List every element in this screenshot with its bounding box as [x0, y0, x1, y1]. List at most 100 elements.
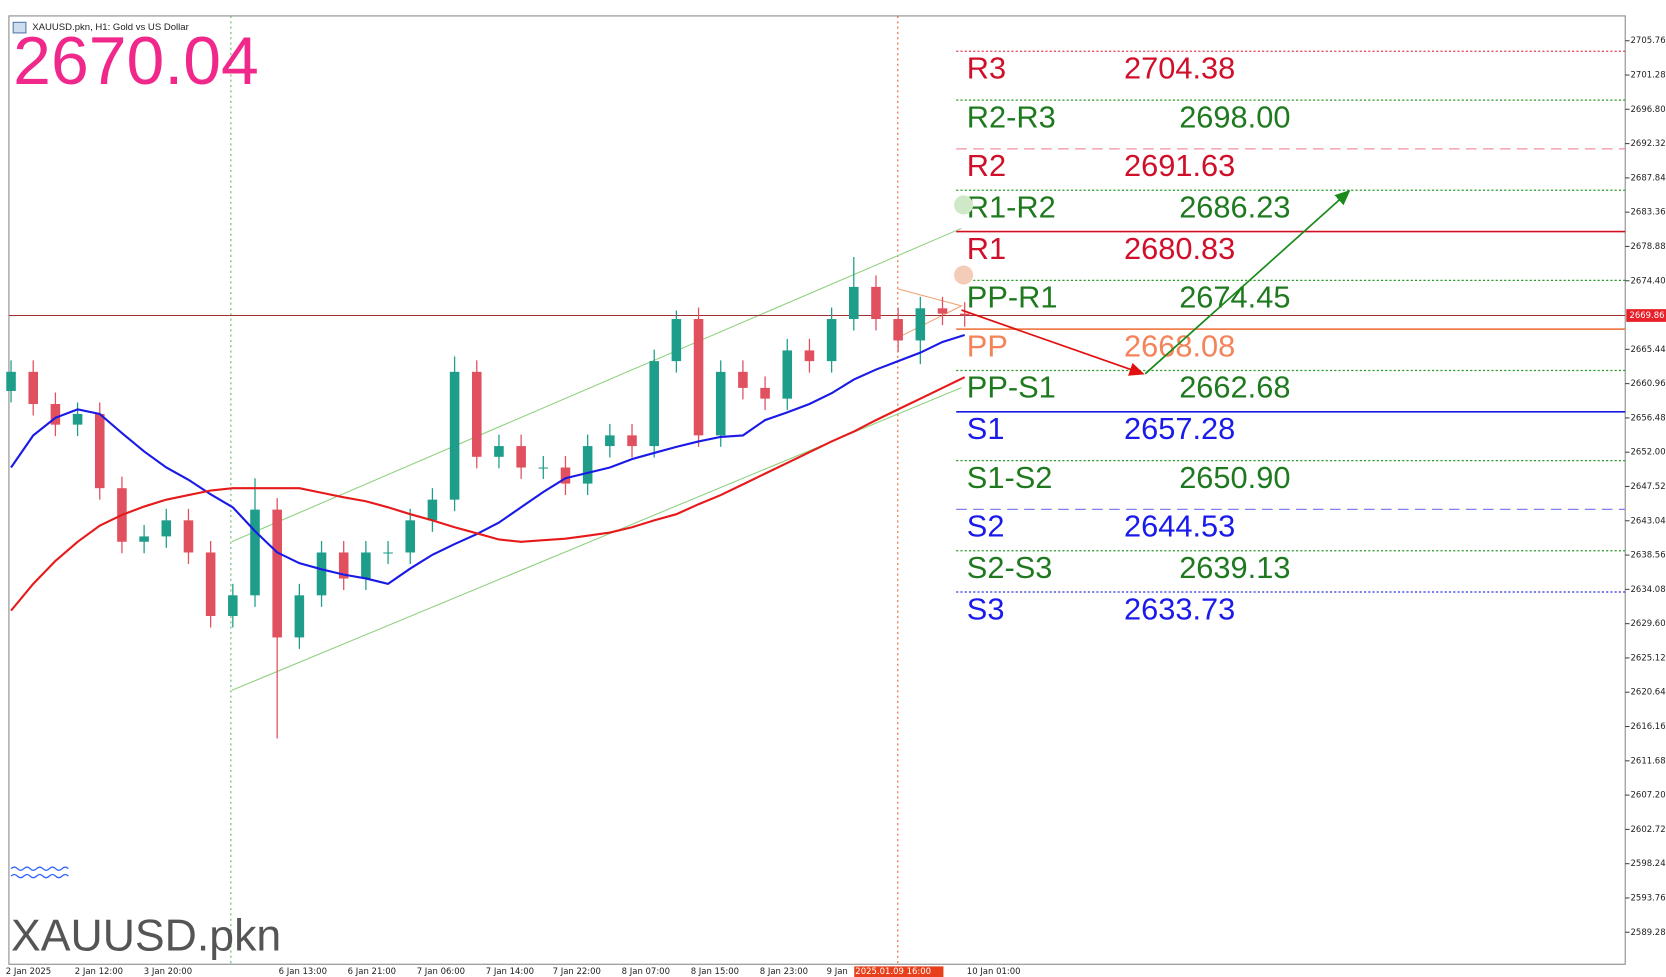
y-tick-label: 2598.24: [1631, 859, 1666, 869]
y-tick-label: 2656.48: [1631, 413, 1666, 423]
candle-body: [649, 361, 659, 447]
y-tick-label: 2705.76: [1631, 36, 1666, 46]
level-name: S2-S3: [967, 550, 1053, 585]
level-name: R3: [967, 51, 1006, 86]
level-value: 2650.90: [1179, 460, 1290, 495]
candle-body: [738, 371, 748, 388]
candle-body: [405, 520, 416, 553]
y-tick-label: 2629.60: [1631, 619, 1666, 629]
chart-title: XAUUSD.pkn, H1: Gold vs US Dollar: [32, 22, 189, 33]
y-tick-label: 2643.04: [1631, 516, 1666, 526]
y-tick-label: 2607.20: [1631, 791, 1666, 801]
price-display: 2670.04: [13, 23, 259, 99]
candles: [6, 257, 1626, 739]
candle-body: [250, 509, 260, 596]
level-name: PP-R1: [967, 280, 1058, 315]
channel-line: [231, 227, 962, 543]
plot-frame: [8, 15, 1626, 965]
level-value: 2644.53: [1124, 509, 1235, 544]
candle-body: [804, 350, 815, 362]
pivot-levels: R3 2704.38 R2-R3 2698.00 R2 2691.63 R1-R2 2686.…: [956, 51, 1626, 626]
y-tick-label: 2602.72: [1631, 825, 1666, 835]
candle-body: [893, 319, 903, 341]
y-tick-label: 2625.12: [1631, 653, 1666, 663]
y-tick-label: 2634.08: [1631, 585, 1666, 595]
candle-body: [715, 371, 726, 436]
candle-body: [915, 308, 926, 341]
candle-body: [782, 350, 793, 399]
x-tick-label: 10 Jan 01:00: [967, 967, 1021, 977]
symbol-label: XAUUSD.pkn: [11, 912, 281, 961]
x-tick-label: 2025.01.09 16:00: [855, 967, 931, 977]
x-tick-label: 6 Jan 21:00: [348, 967, 396, 977]
level-value: 2686.23: [1179, 189, 1290, 224]
x-tick-label: 2 Jan 2025: [6, 967, 51, 977]
y-tick-label: 2638.56: [1631, 551, 1666, 561]
plot-border: [8, 15, 1626, 965]
axes: 2705.76 2701.28 2696.80 2692.32 2687.84 2683.…: [6, 36, 1666, 977]
candle-body: [361, 552, 371, 579]
candle-body: [937, 308, 948, 314]
marker-icon: [954, 265, 974, 285]
current-price-label: 2669.86: [1629, 311, 1664, 321]
y-tick-label: 2696.80: [1631, 105, 1666, 115]
candle-body: [50, 403, 61, 425]
candle-body: [627, 435, 637, 447]
candle-body: [560, 467, 571, 484]
candle-body: [871, 286, 881, 320]
y-tick-label: 2589.28: [1631, 928, 1666, 938]
candle-body: [383, 552, 393, 554]
candle-body: [849, 286, 859, 320]
x-tick-label: 7 Jan 06:00: [417, 967, 465, 977]
candle-body: [316, 552, 327, 596]
level-name: S3: [967, 591, 1005, 626]
candle-body: [338, 552, 349, 579]
candle-body: [760, 387, 770, 399]
arrows: [961, 190, 1351, 376]
level-value: 2639.13: [1179, 550, 1290, 585]
candle-body: [139, 536, 149, 542]
candle-body: [582, 446, 593, 484]
y-tick-label: 2683.36: [1631, 208, 1666, 218]
x-tick-label: 8 Jan 23:00: [760, 967, 808, 977]
y-tick-label: 2687.84: [1631, 173, 1666, 183]
candle-body: [826, 319, 837, 362]
candle-body: [471, 371, 482, 457]
y-tick-label: 2616.16: [1631, 722, 1666, 732]
level-name: S1-S2: [967, 460, 1053, 495]
level-name: R2: [967, 148, 1006, 183]
candle-body: [161, 520, 172, 537]
candle-body: [183, 520, 194, 553]
level-value: 2657.28: [1124, 411, 1235, 446]
candle-body: [693, 319, 704, 436]
candle-body: [228, 595, 238, 617]
arrow-up: [1144, 190, 1351, 375]
x-tick-label: 8 Jan 15:00: [691, 967, 739, 977]
moving-average: [10, 334, 965, 586]
level-value: 2704.38: [1124, 51, 1235, 86]
level-name: R2-R3: [967, 99, 1056, 134]
y-tick-label: 2660.96: [1631, 379, 1666, 389]
indicator-icon: [10, 866, 69, 879]
level-value: 2691.63: [1124, 148, 1235, 183]
level-name: PP-S1: [967, 370, 1056, 405]
candle-body: [959, 313, 970, 316]
arrow-down: [961, 309, 1145, 376]
level-name: S2: [967, 509, 1005, 544]
y-tick-label: 2701.28: [1631, 71, 1666, 81]
candle-body: [538, 467, 549, 469]
candle-body: [6, 371, 16, 391]
y-tick-label: 2611.68: [1631, 756, 1666, 766]
candle-body: [671, 319, 682, 362]
marker-icon: [954, 195, 974, 215]
x-label-highlight: [854, 966, 944, 977]
level-name: S1: [967, 411, 1005, 446]
level-value: 2680.83: [1124, 231, 1235, 266]
candle-body: [494, 446, 504, 457]
y-tick-label: 2593.76: [1631, 893, 1666, 903]
y-tick-label: 2692.32: [1631, 139, 1666, 149]
candle-body: [294, 595, 305, 638]
level-name: R1-R2: [967, 189, 1056, 224]
current-price-box: [1626, 309, 1666, 322]
